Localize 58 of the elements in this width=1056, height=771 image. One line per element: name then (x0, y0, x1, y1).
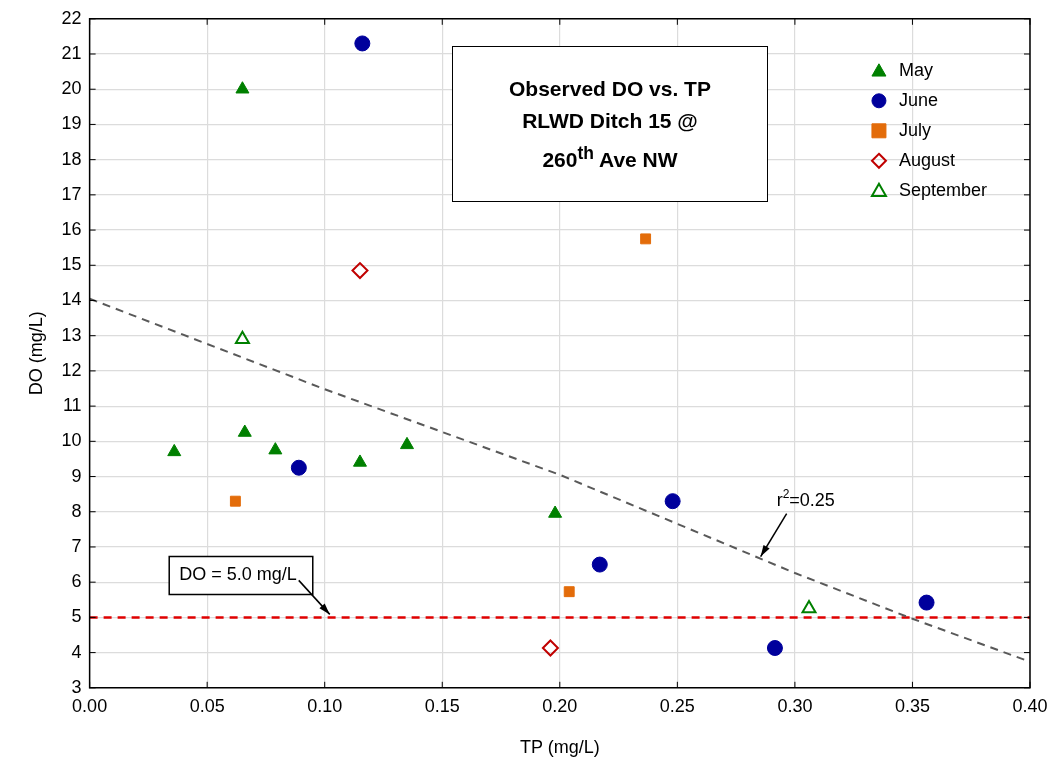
y-tick-label: 8 (71, 500, 82, 521)
x-tick-label: 0.15 (424, 695, 460, 716)
point (229, 495, 241, 507)
y-tick-label: 3 (71, 676, 82, 697)
x-tick-label: 0.25 (659, 695, 695, 716)
point (400, 436, 414, 450)
point (591, 556, 608, 573)
y-tick-label: 22 (61, 7, 82, 28)
legend-label: June (898, 89, 938, 110)
point (563, 586, 575, 598)
x-tick-label: 0.00 (72, 695, 108, 716)
point (167, 443, 182, 457)
x-tick-label: 0.05 (189, 695, 225, 716)
y-tick-label: 11 (62, 395, 82, 416)
y-tick-label: 14 (61, 289, 82, 310)
y-tick-label: 6 (71, 571, 82, 592)
point (351, 262, 369, 280)
point (640, 233, 652, 245)
y-tick-label: 15 (61, 254, 82, 275)
y-tick-label: 21 (61, 42, 82, 63)
x-tick-label: 0.35 (894, 695, 930, 716)
y-tick-label: 13 (61, 324, 82, 345)
title-box: Observed DO vs. TP RLWD Ditch 15 @ 260$^{th}$ Ave NW (452, 46, 768, 202)
y-tick-label: 12 (61, 359, 82, 380)
y-tick-label: 16 (61, 219, 82, 240)
x-tick-label: 0.30 (777, 695, 813, 716)
y-tick-label: 5 (71, 606, 82, 627)
point (352, 454, 367, 467)
legend-label: August (898, 149, 955, 170)
y-tick-label: 20 (61, 78, 82, 99)
point (918, 594, 935, 611)
x-tick-label: 0.40 (1012, 695, 1048, 716)
point (268, 442, 283, 455)
y-tick-label: 10 (61, 430, 82, 451)
y-tick-label: 19 (61, 113, 82, 134)
point (290, 459, 307, 476)
point (766, 640, 783, 657)
point (801, 600, 817, 614)
x-tick-label: 0.10 (307, 695, 343, 716)
y-tick-label: 9 (71, 465, 82, 486)
point (235, 81, 250, 94)
y-tick-label: 4 (71, 641, 82, 662)
x-axis-title: TP (mg/L) (519, 737, 600, 758)
annotation: DO = 5.0 mg/L (179, 564, 297, 585)
y-tick-label: 17 (61, 183, 82, 204)
point (664, 493, 681, 510)
legend-label: September (898, 179, 988, 200)
point (234, 330, 250, 344)
point (548, 505, 563, 518)
point (237, 424, 252, 437)
point (354, 35, 371, 52)
legend-label: May (898, 59, 933, 80)
y-tick-label: 7 (71, 535, 82, 556)
legend-label: July (898, 119, 931, 140)
point (541, 639, 559, 657)
y-tick-label: 18 (61, 148, 82, 169)
y-axis-title: DO (mg/L) (25, 311, 46, 396)
x-tick-label: 0.20 (542, 695, 578, 716)
